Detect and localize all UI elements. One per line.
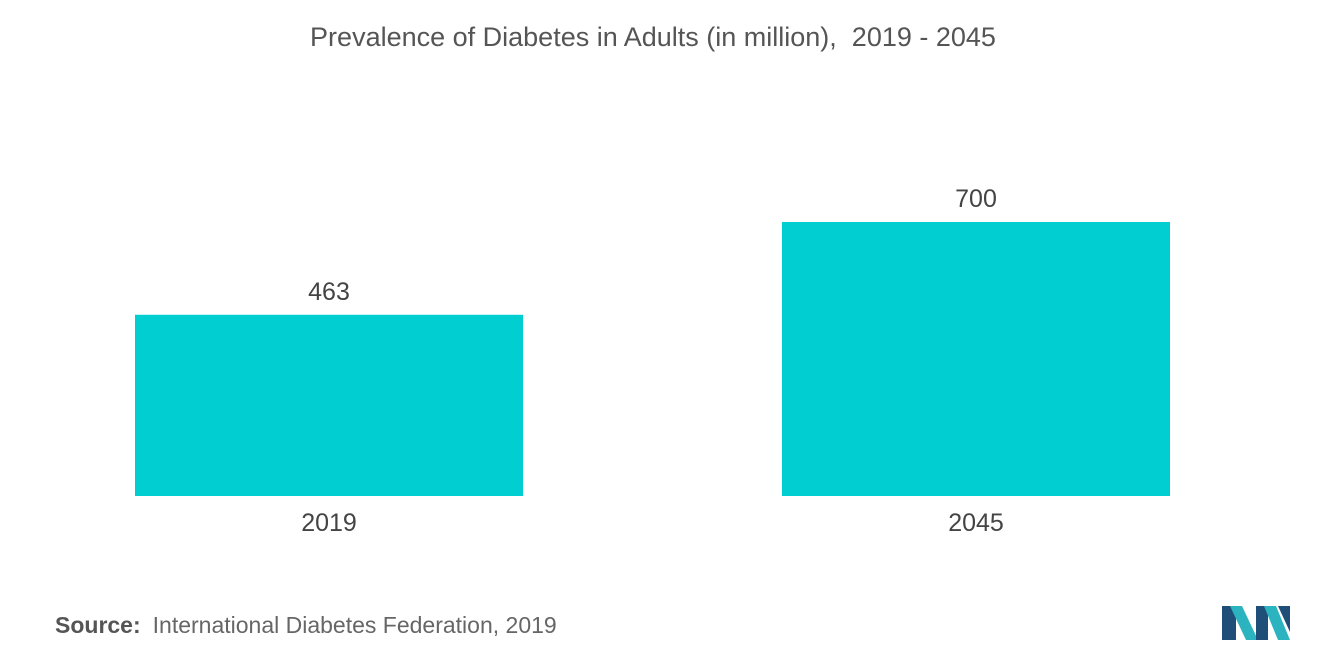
source-text: International Diabetes Federation, 2019 [152, 612, 557, 638]
data-label-2045: 700 [955, 185, 997, 213]
mordor-intelligence-logo-icon [1222, 606, 1290, 640]
bar-2045 [782, 222, 1170, 496]
bar-2019 [135, 314, 523, 496]
source-label: Source: [55, 612, 141, 638]
x-tick-label-2045: 2045 [948, 509, 1004, 537]
chart-title: Prevalence of Diabetes in Adults (in mil… [310, 22, 996, 52]
source-line: Source: International Diabetes Federation… [55, 612, 557, 639]
data-label-2019: 463 [308, 278, 350, 306]
x-tick-label-2019: 2019 [301, 509, 357, 537]
